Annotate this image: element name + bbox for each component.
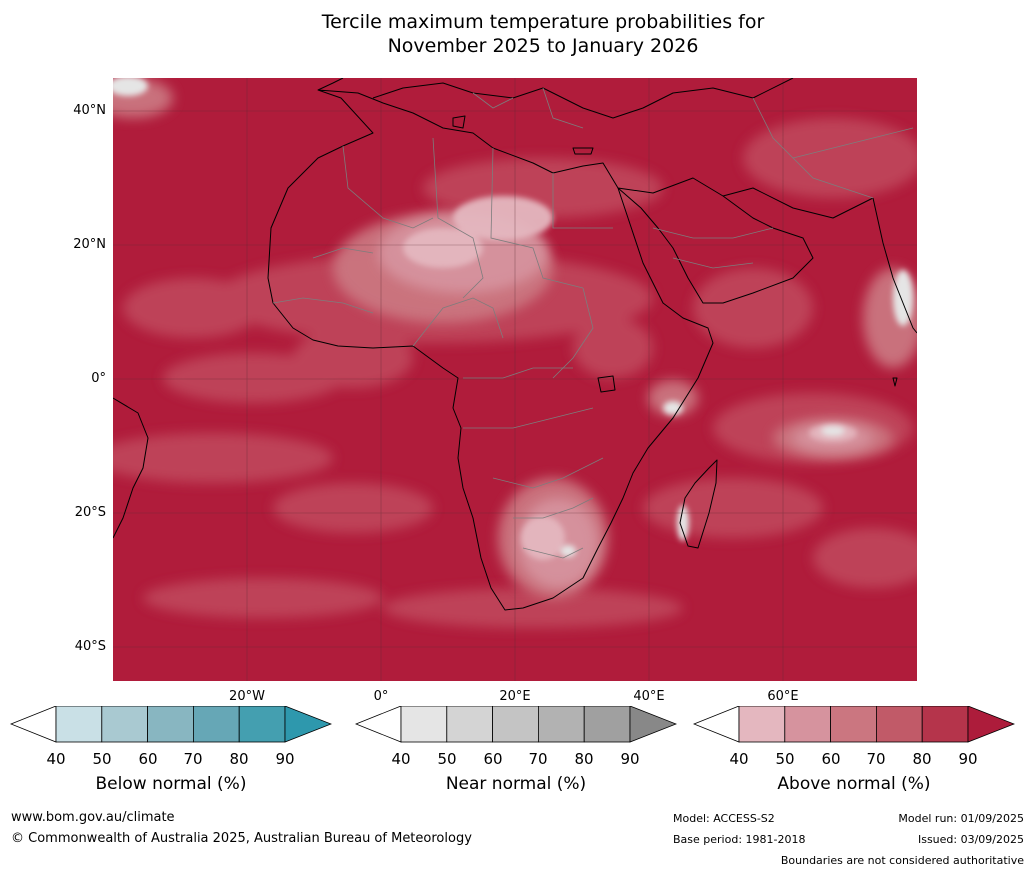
tick-label: 80 [574, 750, 594, 768]
lon-label-20e: 20°E [499, 689, 531, 704]
tick-label: 60 [821, 750, 841, 768]
colorbar-swatch [492, 705, 539, 743]
colorbar-swatch [738, 705, 786, 743]
tick-label: 40 [46, 750, 66, 768]
colorbar-swatch [583, 705, 631, 743]
colorbar-extend-low [9, 705, 57, 743]
colorbar-swatch [192, 705, 240, 743]
colorbar-near-normal: 40 50 60 70 80 90 Near normal (%) [354, 705, 678, 794]
colorbar-swatch [875, 705, 923, 743]
colorbar-above-swatches [692, 705, 1016, 743]
lon-label-0: 0° [373, 689, 389, 704]
colorbar-above-label: Above normal (%) [777, 774, 931, 794]
tick-label: 50 [92, 750, 112, 768]
tick-label: 70 [183, 750, 203, 768]
map-title-line1: Tercile maximum temperature probabilitie… [321, 11, 765, 33]
colorbar-swatch [830, 705, 877, 743]
colorbar-near-swatches [354, 705, 678, 743]
map-title: Tercile maximum temperature probabilitie… [0, 10, 1035, 58]
colorbar-swatch [238, 705, 286, 743]
colorbar-near-label: Near normal (%) [445, 774, 587, 794]
probability-shading [113, 78, 917, 628]
tick-label: 40 [729, 750, 749, 768]
lon-label-60e: 60°E [767, 689, 799, 704]
coastlines [113, 78, 917, 611]
tick-label: 60 [483, 750, 503, 768]
model-text: Model: ACCESS-S2 [673, 812, 775, 825]
tick-label: 50 [775, 750, 795, 768]
tick-label: 40 [391, 750, 411, 768]
colorbar-swatch [537, 705, 585, 743]
graticule [113, 78, 917, 681]
probability-map [113, 78, 917, 681]
base-period-text: Base period: 1981-2018 [673, 833, 806, 846]
tick-label: 70 [866, 750, 886, 768]
tick-label: 80 [229, 750, 249, 768]
tick-label: 50 [437, 750, 457, 768]
colorbar-above-normal: 40 50 60 70 80 90 Above normal (%) [692, 705, 1016, 794]
lon-label-20w: 20°W [229, 689, 265, 704]
lat-label-40s: 40°S [74, 639, 106, 654]
tick-label: 70 [528, 750, 548, 768]
lat-label-40n: 40°N [73, 103, 106, 118]
lat-label-20n: 20°N [73, 237, 106, 252]
tick-label: 60 [138, 750, 158, 768]
website-link[interactable]: www.bom.gov.au/climate [11, 810, 175, 825]
lat-label-0: 0° [91, 371, 106, 386]
tick-label: 80 [912, 750, 932, 768]
colorbar-extend-high [967, 705, 1016, 743]
issued-text: Issued: 03/09/2025 [917, 833, 1024, 846]
colorbar-below-normal: 40 50 60 70 80 90 Below normal (%) [9, 705, 333, 794]
lon-label-40e: 40°E [633, 689, 665, 704]
tick-label: 90 [275, 750, 295, 768]
colorbar-swatch [446, 705, 494, 743]
tick-label: 90 [620, 750, 640, 768]
tick-label: 90 [958, 750, 978, 768]
colorbar-swatch [147, 705, 194, 743]
colorbar-extend-high [629, 705, 678, 743]
country-borders [272, 87, 914, 559]
colorbar-swatch [400, 705, 448, 743]
colorbar-extend-low [692, 705, 740, 743]
disclaimer-text: Boundaries are not considered authoritat… [780, 854, 1024, 867]
colorbar-swatch [55, 705, 103, 743]
colorbar-below-label: Below normal (%) [95, 774, 247, 794]
colorbar-swatch [101, 705, 149, 743]
colorbar-below-swatches [9, 705, 333, 743]
colorbar-extend-high [284, 705, 333, 743]
colorbar-swatch [921, 705, 969, 743]
colorbar-extend-low [354, 705, 402, 743]
copyright-text: © Commonwealth of Australia 2025, Austra… [11, 831, 472, 846]
lat-label-20s: 20°S [74, 505, 106, 520]
model-run-text: Model run: 01/09/2025 [898, 812, 1024, 825]
map-title-line2: November 2025 to January 2026 [387, 35, 699, 57]
colorbar-swatch [784, 705, 832, 743]
